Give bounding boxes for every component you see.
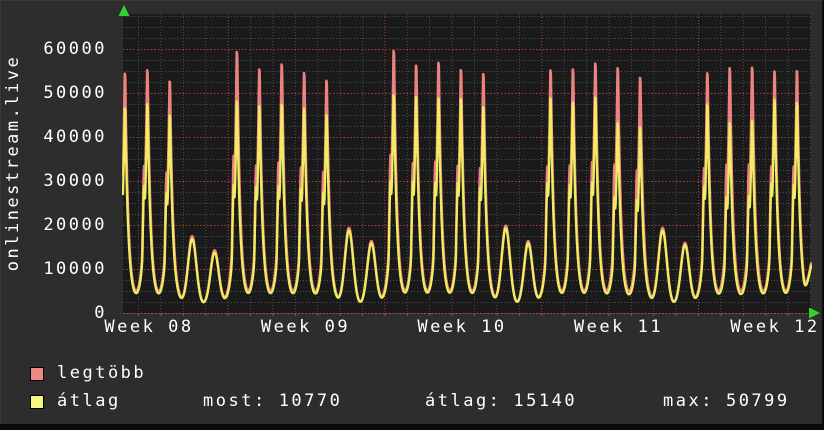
stat-max-label: max: [663, 391, 714, 411]
legend-label-legtobb: legtöbb [57, 363, 147, 383]
stat-atlag: átlag: 15140 [425, 391, 577, 411]
x-axis-week-label: Week 10 [417, 317, 507, 337]
y-axis-tick-label: 60000 [43, 39, 107, 59]
x-axis-week-label: Week 12 [730, 317, 820, 337]
y-axis-tick-label: 10000 [43, 259, 107, 279]
stat-atlag-label: átlag: [425, 391, 502, 411]
series-lines [122, 49, 812, 304]
y-axis-tick-label: 20000 [43, 215, 107, 235]
x-axis-week-label: Week 09 [260, 317, 351, 337]
y-axis-tick-label: 30000 [43, 171, 107, 191]
atlag-series-line [122, 94, 812, 304]
y-axis-tick-label: 0 [94, 303, 107, 323]
y-axis-tick-label: 40000 [43, 127, 107, 147]
x-axis-week-label: Week 11 [573, 317, 664, 337]
stat-atlag-value: 15140 [513, 391, 578, 411]
x-axis-arrow-icon [809, 307, 820, 319]
atlag-swatch-icon [30, 395, 44, 409]
x-axis-week-label: Week 08 [104, 317, 194, 337]
y-axis-arrow-icon [118, 5, 130, 16]
legend-label-atlag: átlag [57, 391, 121, 411]
stat-most-value: 10770 [278, 391, 343, 411]
stat-most: most: 10770 [203, 391, 342, 411]
legtobb-swatch-icon [30, 367, 44, 381]
y-axis-tick-label: 50000 [43, 83, 107, 103]
stat-most-label: most: [203, 391, 267, 411]
stat-max-value: 50799 [725, 391, 790, 411]
stat-max: max: 50799 [663, 391, 790, 411]
